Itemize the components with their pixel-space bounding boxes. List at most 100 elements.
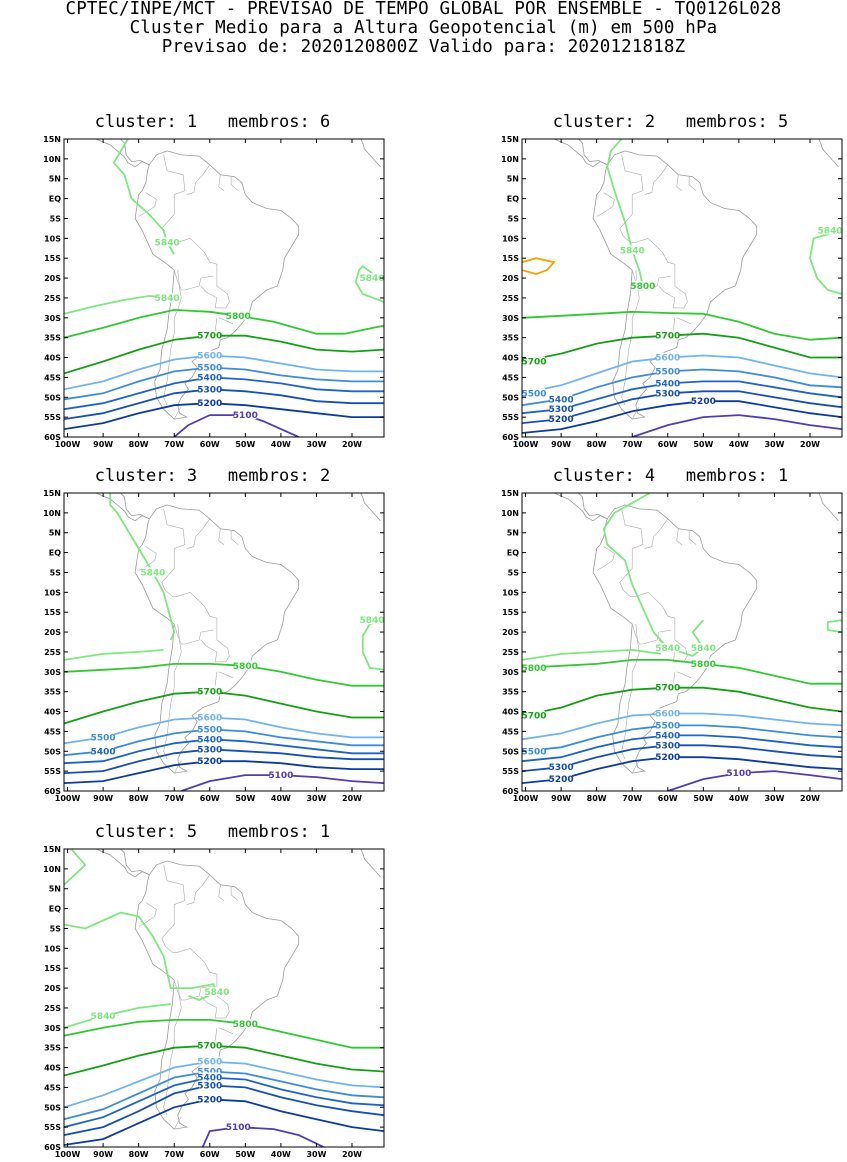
lat-label: 30S — [502, 314, 519, 323]
contour-5300 — [64, 1084, 384, 1136]
lat-label: EQ — [49, 549, 61, 558]
contour-label: 5400 — [655, 379, 680, 389]
country-border — [596, 546, 615, 571]
lat-label: 25S — [44, 1004, 61, 1013]
contour-label-bg — [523, 662, 545, 672]
country-border — [218, 317, 234, 325]
lon-label: 60W — [200, 794, 220, 803]
contour-5500 — [522, 724, 842, 753]
lat-label: 30S — [44, 314, 61, 323]
contour-label-bg — [656, 366, 679, 376]
cluster-panel-3: cluster: 3 membros: 2 5840 5840 5800 5700 560… — [20, 466, 405, 806]
country-border — [200, 278, 230, 309]
lat-label: 60S — [44, 787, 61, 796]
contour-label: 5400 — [91, 747, 116, 757]
contour-label-bg — [198, 734, 221, 744]
contour-label: 5200 — [655, 753, 680, 763]
lat-label: 15N — [43, 135, 61, 144]
contour-label-bg — [656, 752, 679, 762]
contour-5800 — [64, 1019, 384, 1049]
lon-label: 70W — [164, 794, 184, 803]
contour-5500 — [64, 1070, 384, 1121]
lat-label: 15N — [501, 135, 519, 144]
contour-label-bg — [656, 378, 679, 388]
contour-5200 — [64, 760, 384, 784]
contour-label: 5200 — [197, 1095, 222, 1105]
contour-5700 — [522, 332, 842, 363]
contour-label-bg — [198, 1066, 221, 1076]
lat-label: EQ — [49, 195, 61, 204]
country-border — [631, 761, 640, 774]
country-border — [138, 902, 157, 927]
contour-label-bg — [631, 281, 654, 291]
lon-label: 70W — [622, 794, 642, 803]
contour-label: 5200 — [549, 775, 574, 785]
lat-label: 5N — [507, 175, 519, 184]
contour-label-bg — [692, 396, 715, 406]
lat-label: 30S — [44, 1024, 61, 1033]
contour-label: 5500 — [91, 733, 116, 743]
country-border — [177, 624, 180, 643]
contour-label-bg — [198, 330, 221, 340]
contour-label-bg — [141, 567, 164, 577]
contour-label-bg — [198, 350, 221, 360]
contour-5840 — [606, 139, 644, 287]
contour-5300 — [522, 390, 842, 424]
lat-label: 60S — [502, 433, 519, 442]
contour-5100 — [201, 1126, 324, 1147]
lon-label: 20W — [800, 440, 820, 449]
contour-5600 — [64, 354, 384, 391]
lon-label: 30W — [306, 1150, 326, 1159]
lat-label: 45S — [44, 373, 61, 382]
lat-label: 40S — [502, 354, 519, 363]
contour-label-bg — [92, 732, 115, 742]
country-border — [230, 176, 239, 191]
country-border — [688, 176, 697, 191]
contour-label-bg — [656, 740, 679, 750]
contour-label-bg — [656, 388, 679, 398]
lat-label: 45S — [502, 727, 519, 736]
contour-label: 5300 — [197, 1081, 222, 1091]
lon-label: 80W — [129, 794, 149, 803]
contour-label-bg — [198, 1080, 221, 1090]
contour-label: 5200 — [691, 397, 716, 407]
lat-label: 35S — [44, 1044, 61, 1053]
contour-5840 — [809, 229, 842, 295]
contour-label: 5700 — [197, 688, 222, 698]
lat-label: 15S — [44, 254, 61, 263]
lon-label: 40W — [271, 1150, 291, 1159]
lon-label: 30W — [306, 440, 326, 449]
contour-label: 5500 — [521, 389, 546, 399]
contour-label-bg — [198, 756, 221, 766]
lon-label: 20W — [800, 794, 820, 803]
contour-label: 5840 — [155, 294, 180, 304]
contour-label-bg — [550, 762, 573, 772]
contour-label-bg — [198, 362, 221, 372]
lon-label: 60W — [200, 1150, 220, 1159]
lon-label: 100W — [55, 794, 81, 803]
contour-label: 5600 — [655, 354, 680, 364]
contour-label: 5400 — [197, 735, 222, 745]
contour-label-bg — [656, 708, 679, 718]
country-border — [173, 270, 214, 291]
contour-5400 — [522, 380, 842, 415]
contour-label-bg — [198, 1094, 221, 1104]
lat-label: 15N — [43, 489, 61, 498]
lat-label: 5S — [50, 214, 62, 223]
contour-label: 5300 — [549, 763, 574, 773]
lon-label: 50W — [693, 794, 713, 803]
lat-label: 25S — [44, 648, 61, 657]
contour-5500 — [64, 366, 384, 401]
country-border — [186, 164, 211, 195]
contour-label-bg — [523, 356, 545, 366]
lon-label: 80W — [129, 1150, 149, 1159]
contour-label-bg — [234, 660, 257, 670]
contour-label: 5500 — [655, 721, 680, 731]
country-border — [635, 624, 638, 643]
lat-label: 30S — [502, 668, 519, 677]
lat-label: 60S — [44, 433, 61, 442]
contour-label-bg — [656, 352, 679, 362]
coastline — [552, 139, 608, 168]
country-border — [676, 317, 692, 325]
contour-label: 5600 — [197, 1058, 222, 1068]
